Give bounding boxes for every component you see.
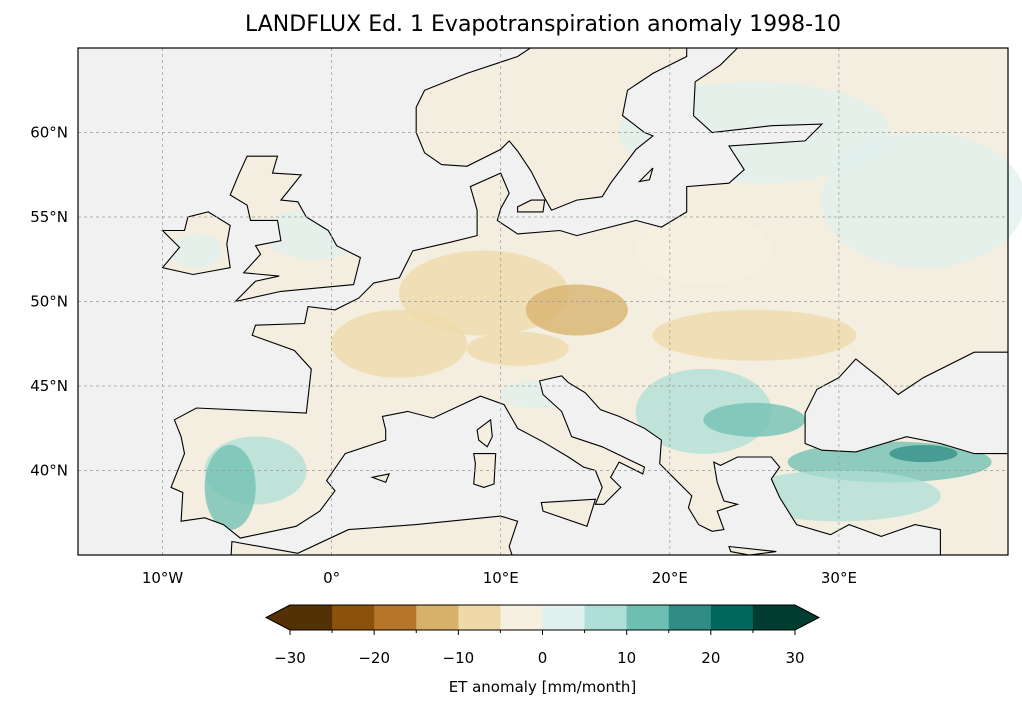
coastline-gotland — [637, 167, 654, 183]
lon-tick-label: 10°E — [483, 569, 519, 587]
lat-tick-label: 45°N — [30, 377, 68, 395]
colorbar-bin — [542, 605, 586, 630]
land-sicily — [541, 499, 596, 527]
anomaly-region — [398, 250, 569, 336]
land-scandinavia — [416, 48, 687, 211]
lon-tick-label: 10°W — [142, 569, 184, 587]
colorbar-bin — [668, 605, 712, 630]
lat-tick-label: 40°N — [30, 462, 68, 480]
coastline-sardinia — [473, 453, 497, 488]
coastline-africa — [230, 515, 519, 555]
anomaly-region — [736, 470, 941, 522]
colorbar-label: ET anomaly [mm/month] — [449, 678, 637, 696]
colorbar-bin — [626, 605, 670, 630]
colorbar-bin — [374, 605, 417, 630]
colorbar-bin — [290, 605, 333, 630]
land-sardinia — [473, 453, 496, 488]
anomaly-region — [635, 216, 772, 285]
land-africa — [231, 516, 518, 555]
coastline-scandinavia — [415, 48, 688, 211]
axis-labels: 10°W 0° 10°E 20°E 30°E 40°N 45°N 50°N 55°N 60°N — [30, 124, 857, 588]
anomaly-region — [170, 233, 222, 268]
coastline-crete — [728, 545, 777, 555]
anomaly-region — [889, 445, 958, 463]
colorbar-under-extension — [266, 605, 290, 630]
anomaly-region — [703, 402, 806, 437]
anomaly-region — [525, 284, 628, 336]
coastline-zealand — [517, 199, 546, 213]
land-mallorca — [372, 473, 390, 483]
colorbar-bin — [710, 605, 754, 630]
lon-tick-label: 30°E — [821, 569, 857, 587]
coastline-mallorca — [370, 473, 390, 484]
colorbar-bin — [458, 605, 501, 630]
coastlines — [161, 48, 1008, 555]
land-corsica — [477, 419, 493, 447]
anomaly-region — [821, 132, 1022, 269]
colorbar-tick-label: 10 — [617, 649, 636, 667]
colorbar-tick-label: 30 — [785, 649, 804, 667]
colorbar-tick-label: 0 — [538, 649, 548, 667]
anomaly-region — [204, 444, 256, 530]
map-title: LANDFLUX Ed. 1 Evapotranspiration anomal… — [245, 12, 841, 37]
colorbar-over-extension — [795, 605, 819, 630]
lat-tick-label: 50°N — [30, 293, 68, 311]
colorbar-tick-label: −10 — [443, 649, 475, 667]
colorbar-tick-label: 20 — [701, 649, 720, 667]
colorbar-bin — [332, 605, 375, 630]
colorbar: −30 −20 −10 0 10 20 30 ET anomaly [mm/month] — [264, 604, 821, 696]
colorbar-bin — [416, 605, 459, 630]
coastline-mainland — [170, 48, 1008, 555]
lat-tick-label: 55°N — [30, 208, 68, 226]
lon-tick-label: 0° — [323, 569, 340, 587]
anomaly-region — [652, 309, 857, 361]
map-frame — [77, 47, 1009, 556]
colorbar-bin — [584, 605, 628, 630]
colorbar-tick-label: −30 — [274, 649, 306, 667]
coastline-ireland — [161, 211, 231, 276]
coastline-corsica — [476, 418, 493, 448]
colorbar-bin — [500, 605, 543, 630]
coastline-sicily — [540, 498, 597, 528]
gridlines — [78, 48, 1008, 555]
lat-tick-label: 60°N — [30, 124, 68, 142]
land-zealand — [517, 200, 545, 212]
colorbar-tick-label: −20 — [358, 649, 390, 667]
lon-tick-label: 20°E — [652, 569, 688, 587]
anomaly-region — [466, 331, 569, 366]
anomaly-region — [331, 309, 468, 378]
colorbar-bin — [752, 605, 796, 630]
coastline-britain — [229, 155, 362, 303]
